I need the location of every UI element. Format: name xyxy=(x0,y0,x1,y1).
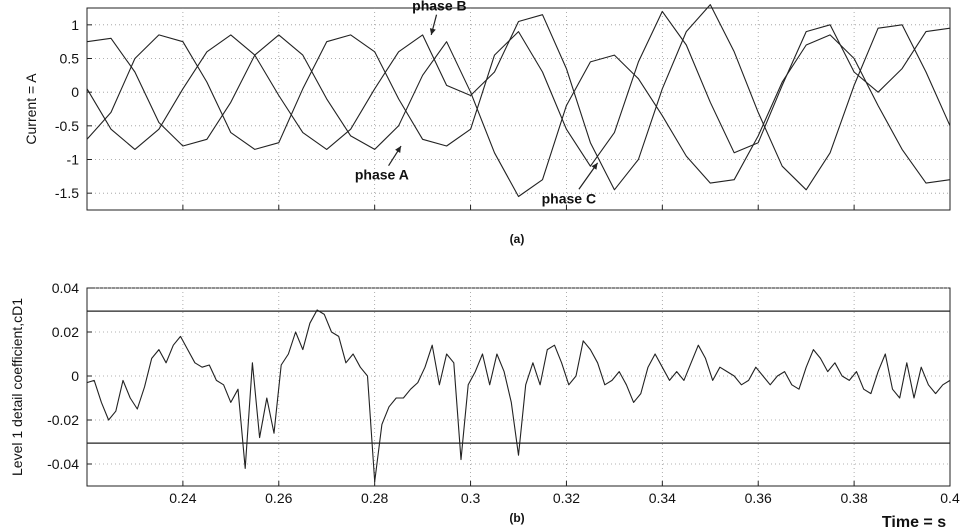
panel-b-threshold-lines xyxy=(87,310,950,444)
panel-a-annotations: phase B phase A phase C xyxy=(355,0,599,206)
annotation-arrowhead xyxy=(429,28,436,35)
y-tick-label: -0.04 xyxy=(47,456,79,472)
panel-a-axes-frame xyxy=(86,7,951,211)
series-line-cd1 xyxy=(86,309,951,483)
panel-a-y-ticks: 1 0.5 0 -0.5 -1 -1.5 xyxy=(55,17,92,201)
panel-b-grid xyxy=(87,287,950,486)
annotation-label: phase B xyxy=(412,0,466,14)
panel-a-y-axis-label: Current = A xyxy=(23,73,39,145)
y-tick-label: 0.04 xyxy=(52,280,79,296)
annotation-label: phase A xyxy=(355,167,409,183)
series-line-phase-c xyxy=(86,10,951,167)
x-tick-label: 0.3 xyxy=(461,490,481,506)
x-tick-label: 0.26 xyxy=(265,490,292,506)
panel-b-x-ticks: 0.24 0.26 0.28 0.3 0.32 0.34 0.36 0.38 0.4 xyxy=(169,481,960,506)
x-tick-label: 0.32 xyxy=(553,490,580,506)
panel-a-x-ticks xyxy=(182,205,951,210)
annotation-arrowhead xyxy=(395,146,401,153)
y-tick-label: 0 xyxy=(71,368,79,384)
x-tick-label: 0.24 xyxy=(169,490,196,506)
y-tick-label: 0.02 xyxy=(52,324,79,340)
panel-b-x-axis-label: Time = s xyxy=(882,514,946,531)
annotation-arrowhead xyxy=(591,162,598,170)
panel-a-caption: (a) xyxy=(510,232,525,246)
y-tick-label: 0 xyxy=(71,84,79,100)
y-tick-label: 1 xyxy=(71,17,79,33)
series-line-phase-a xyxy=(86,4,951,191)
panel-b-caption: (b) xyxy=(509,511,524,525)
x-tick-label: 0.4 xyxy=(940,490,960,506)
panel-b-axes-frame xyxy=(86,287,951,487)
annotation-label: phase C xyxy=(542,190,596,206)
x-tick-label: 0.34 xyxy=(649,490,676,506)
y-tick-label: -0.5 xyxy=(55,118,79,134)
panel-b-series xyxy=(86,309,951,483)
x-tick-label: 0.38 xyxy=(840,490,867,506)
series-line-phase-b xyxy=(86,34,951,198)
panel-b-detail-coefficient-plot: 0.040.020-0.02-0.04 0.24 0.26 0.28 0.3 0.32 0… xyxy=(9,280,960,531)
y-tick-label: -1 xyxy=(67,152,80,168)
x-tick-label: 0.36 xyxy=(745,490,772,506)
y-tick-label: -0.02 xyxy=(47,412,79,428)
panel-a-grid xyxy=(87,8,950,210)
panel-b-y-axis-label: Level 1 detail coefficient,cD1 xyxy=(9,298,25,476)
y-tick-label: 0.5 xyxy=(60,51,80,67)
y-tick-label: -1.5 xyxy=(55,185,79,201)
x-tick-label: 0.28 xyxy=(361,490,388,506)
panel-b-y-ticks: 0.04 0.02 0 -0.02 -0.04 xyxy=(47,280,92,472)
panel-a-series xyxy=(86,4,951,198)
panel-a-current-plot: 1 0.5 0 -0.5 -1 -1.5 phase B phase A phase C Cu… xyxy=(23,0,951,246)
